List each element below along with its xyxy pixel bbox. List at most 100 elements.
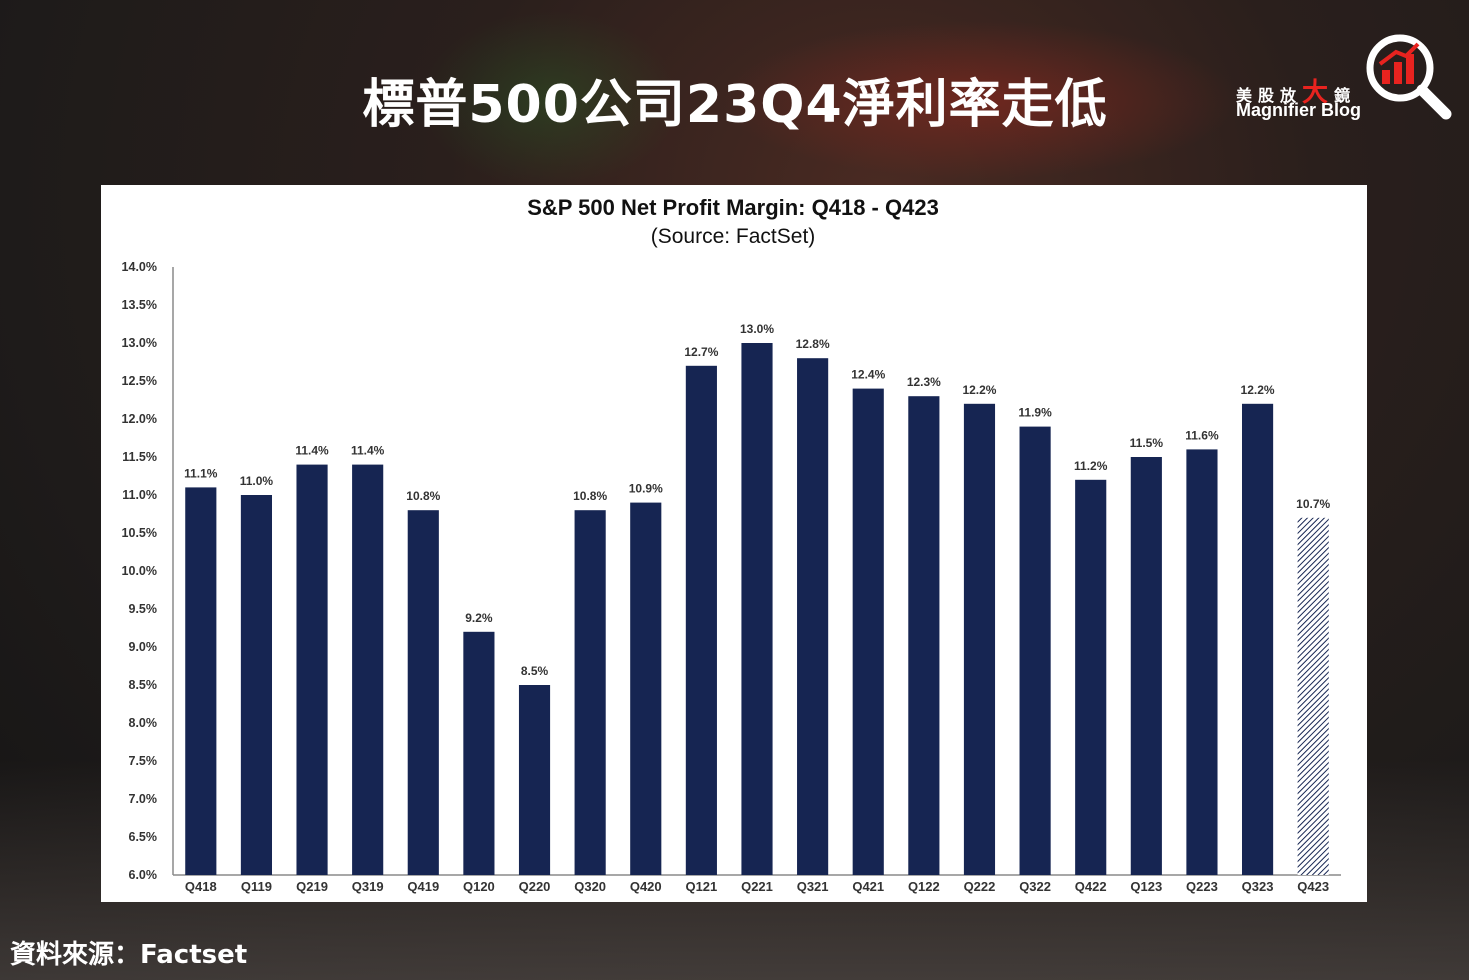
bar-data-label: 10.9%: [629, 482, 663, 496]
logo-char: 鏡: [1334, 86, 1357, 105]
chart-bars: [185, 343, 1329, 875]
net-profit-margin-bar-chart: S&P 500 Net Profit Margin: Q418 - Q423 (…: [122, 195, 1341, 894]
bar: [352, 464, 384, 875]
bar: [574, 510, 606, 875]
logo-char: 股: [1258, 86, 1281, 105]
chart-panel: S&P 500 Net Profit Margin: Q418 - Q423 (…: [101, 185, 1367, 902]
x-tick-label: Q422: [1075, 879, 1107, 894]
y-tick-label: 12.0%: [122, 412, 157, 426]
y-tick-label: 10.5%: [122, 526, 157, 540]
bar-data-label: 10.7%: [1296, 497, 1330, 511]
bar: [1019, 426, 1051, 875]
x-tick-label: Q421: [852, 879, 884, 894]
x-tick-label: Q222: [964, 879, 996, 894]
y-tick-label: 12.5%: [122, 374, 157, 388]
bar: [240, 495, 273, 875]
bar-data-label: 12.3%: [907, 375, 941, 389]
bar-data-label: 9.2%: [465, 611, 493, 625]
y-tick-label: 7.5%: [129, 754, 158, 768]
y-tick-label: 6.0%: [129, 868, 158, 882]
bar-data-label: 12.2%: [962, 383, 996, 397]
bar: [908, 396, 940, 875]
y-tick-label: 11.5%: [122, 450, 157, 464]
x-tick-label: Q320: [574, 879, 606, 894]
x-tick-label: Q419: [407, 879, 439, 894]
bar-data-label: 11.4%: [295, 444, 329, 458]
bar: [1130, 457, 1162, 875]
x-tick-label: Q323: [1242, 879, 1274, 894]
bar: [1075, 479, 1107, 875]
x-tick-label: Q123: [1130, 879, 1162, 894]
x-tick-label: Q319: [352, 879, 384, 894]
bar: [852, 388, 884, 875]
chart-subtitle: (Source: FactSet): [651, 225, 816, 248]
y-tick-label: 13.0%: [122, 336, 157, 350]
x-tick-label: Q223: [1186, 879, 1218, 894]
x-tick-label: Q219: [296, 879, 328, 894]
y-tick-label: 13.5%: [122, 298, 157, 312]
x-tick-label: Q423: [1297, 879, 1329, 894]
bar-data-label: 10.8%: [573, 489, 607, 503]
x-tick-label: Q420: [630, 879, 662, 894]
logo-char: 美: [1236, 86, 1259, 105]
bar: [963, 403, 996, 875]
page-title: 標普500公司23Q4淨利率走低: [362, 75, 1108, 135]
logo-english-text: Magnifier Blog: [1236, 100, 1361, 120]
y-tick-label: 11.0%: [122, 488, 157, 502]
bar-data-label: 11.4%: [351, 444, 385, 458]
bar-data-label: 12.7%: [684, 345, 718, 359]
bar: [296, 464, 328, 875]
bar-data-label: 12.4%: [851, 368, 885, 382]
chart-y-tick-labels: 6.0% 6.5% 7.0% 7.5% 8.0% 8.5% 9.0% 9.5% 10.0% 10.…: [122, 260, 157, 882]
magnifier-blog-logo: 美股放大鏡 Magnifier Blog: [1236, 28, 1461, 128]
bar-data-label: 10.8%: [406, 489, 440, 503]
bar-data-label: 8.5%: [521, 664, 549, 678]
bar-data-label: 11.6%: [1185, 428, 1219, 442]
bar: [185, 487, 217, 875]
y-tick-label: 9.0%: [129, 640, 158, 654]
bar: [797, 358, 829, 875]
logo-chinese-text: 美股放大鏡: [1236, 72, 1356, 109]
y-tick-label: 9.5%: [129, 602, 158, 616]
y-tick-label: 7.0%: [129, 792, 158, 806]
bar: [407, 510, 439, 875]
background-red-glow: [720, 20, 1240, 180]
y-tick-label: 14.0%: [122, 260, 157, 274]
bar-data-label: 11.5%: [1130, 436, 1164, 450]
x-tick-label: Q121: [685, 879, 717, 894]
bar-data-label: 12.8%: [796, 337, 830, 351]
bar: [518, 685, 551, 875]
x-tick-label: Q418: [185, 879, 217, 894]
bar-estimate: [1297, 517, 1329, 875]
bar: [463, 631, 495, 875]
x-tick-label: Q322: [1019, 879, 1051, 894]
x-tick-label: Q221: [741, 879, 773, 894]
y-tick-label: 8.5%: [129, 678, 158, 692]
bar-data-label: 11.0%: [240, 474, 274, 488]
source-footer: 資料來源：Factset: [10, 940, 248, 970]
logo-char: 放: [1280, 86, 1303, 105]
bar-data-label: 11.9%: [1018, 406, 1052, 420]
x-tick-label: Q120: [463, 879, 495, 894]
y-tick-label: 6.5%: [129, 830, 158, 844]
chart-title: S&P 500 Net Profit Margin: Q418 - Q423: [527, 195, 939, 220]
chart-x-tick-labels: Q418 Q119 Q219 Q319 Q419 Q120 Q220 Q320 Q420 Q121…: [185, 879, 1329, 894]
bar-data-label: 11.2%: [1074, 459, 1108, 473]
logo-char-accent: 大: [1302, 78, 1335, 108]
bar: [630, 502, 662, 875]
x-tick-label: Q119: [241, 879, 272, 894]
magnifier-bar-chart-icon: [1366, 34, 1452, 120]
chart-data-labels: 11.1% 11.0% 11.4% 11.4% 10.8% 9.2% 8.5% 10.8% 10…: [184, 322, 1330, 678]
x-tick-label: Q122: [908, 879, 940, 894]
background-green-glow: [420, 10, 680, 190]
bar-data-label: 11.1%: [184, 466, 218, 480]
bar: [685, 365, 717, 875]
x-tick-label: Q220: [519, 879, 551, 894]
y-tick-label: 8.0%: [129, 716, 158, 730]
bar-data-label: 12.2%: [1241, 383, 1275, 397]
x-tick-label: Q321: [797, 879, 829, 894]
bar-data-label: 13.0%: [740, 322, 774, 336]
bar: [1241, 403, 1274, 875]
y-tick-label: 10.0%: [122, 564, 157, 578]
bar: [741, 343, 773, 875]
